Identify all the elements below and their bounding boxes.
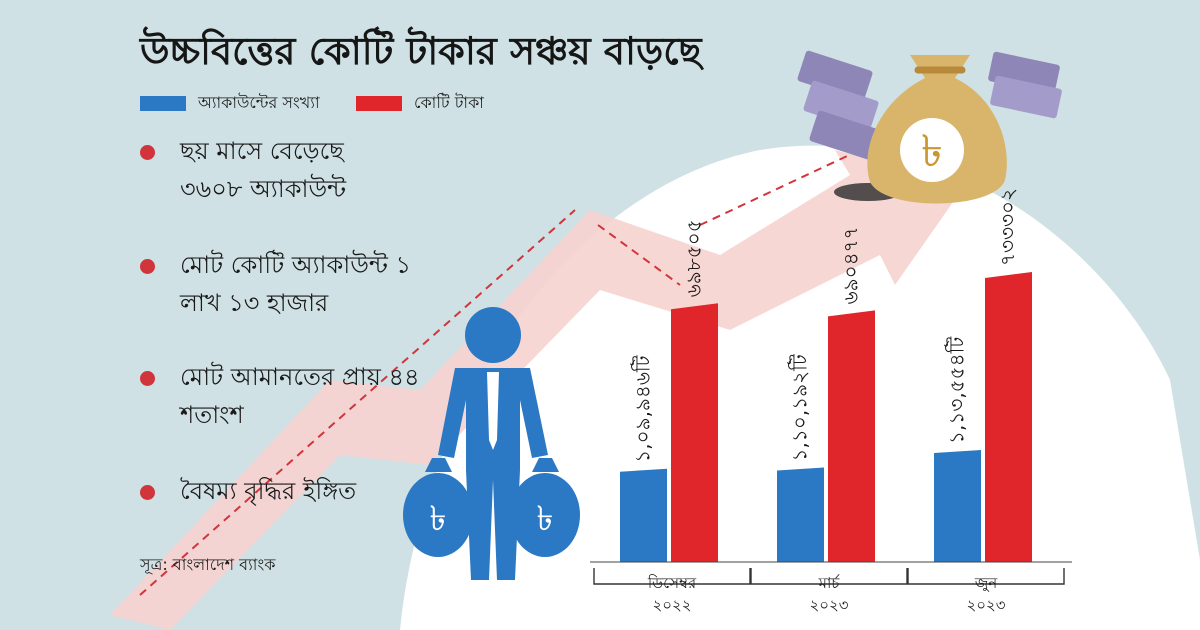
category-label: মার্চ ২০২৩ [751, 572, 907, 616]
page-title: উচ্চবিত্তের কোটি টাকার সঞ্চয় বাড়ছে [140, 29, 702, 73]
svg-text:৳: ৳ [537, 499, 554, 539]
data-label-crore-taka: ৬৯০৪৭৭ [839, 226, 863, 304]
taka-money-bag-icon: ৳ [834, 55, 1007, 204]
bar-crore-taka [985, 272, 1032, 562]
data-label-accounts: ১,১৩,৫৫৪টি [945, 336, 969, 444]
legend-item-accounts: অ্যাকাউন্টের সংখ্যা [140, 90, 320, 117]
category-year: ২০২৩ [809, 596, 849, 614]
data-label-crore-taka: ৭৩৩৩০২ [996, 188, 1020, 266]
svg-text:৳: ৳ [921, 126, 943, 177]
category-year: ২০২২ [652, 596, 692, 614]
trend-dashed-line [699, 149, 861, 226]
growth-arrow [110, 150, 965, 630]
source-note: সূত্র: বাংলাদেশ ব্যাংক [140, 555, 276, 574]
bullet-text: ছয় মাসে বেড়েছে ৩৬০৮ অ্যাকাউন্ট [180, 137, 347, 203]
legend-label-accounts: অ্যাকাউন্টের সংখ্যা [198, 93, 320, 112]
banknote-stack-icon [797, 50, 1062, 162]
legend-swatch-blue [140, 96, 186, 111]
svg-text:৳: ৳ [430, 499, 447, 539]
category-month: ডিসেম্বর [647, 574, 697, 592]
category-bracket [907, 568, 1065, 585]
bar-accounts [777, 467, 824, 562]
category-label: জুন ২০২৩ [908, 572, 1064, 616]
bar-crore-taka [828, 310, 875, 562]
legend-label-crore-taka: কোটি টাকা [414, 93, 484, 112]
bar-accounts [620, 468, 667, 562]
bullet-dot [140, 145, 155, 160]
bar-accounts [934, 450, 981, 562]
category-bracket [750, 568, 908, 585]
businessman-with-money-bags-icon: ৳ ৳ [403, 307, 580, 580]
data-label-accounts: ১,০৯,৯৪৬টি [631, 354, 655, 462]
bullet-dot [140, 485, 155, 500]
category-bracket [593, 568, 751, 585]
bullet-text: মোট কোটি অ্যাকাউন্ট ১ লাখ ১৩ হাজার [180, 251, 412, 317]
bar-chart: ১,০৯,৯৪৬টি ১,১০,১৯২টি ১,১৩,৫৫৪টি ৬৯৮৫০৫ ৬৯০৪… [620, 188, 1032, 562]
chart-axis [590, 561, 1072, 585]
trend-dashed-line [597, 224, 681, 286]
data-label-crore-taka: ৬৯৮৫০৫ [682, 219, 706, 297]
bullet-text: মোট আমানতের প্রায় ৪৪ শতাংশ [180, 363, 420, 429]
category-month: জুন [974, 574, 998, 592]
bullet-text: বৈষম্য বৃদ্ধির ইঙ্গিত [180, 477, 357, 505]
bullet-dot [140, 371, 155, 386]
category-label: ডিসেম্বর ২০২২ [594, 572, 750, 616]
category-month: মার্চ [818, 574, 840, 592]
data-label-accounts: ১,১০,১৯২টি [788, 353, 812, 461]
legend-swatch-red [356, 96, 402, 111]
legend-item-crore-taka: কোটি টাকা [356, 90, 484, 117]
bar-crore-taka [671, 303, 718, 562]
category-year: ২০২৩ [966, 596, 1006, 614]
bullet-dot [140, 259, 155, 274]
